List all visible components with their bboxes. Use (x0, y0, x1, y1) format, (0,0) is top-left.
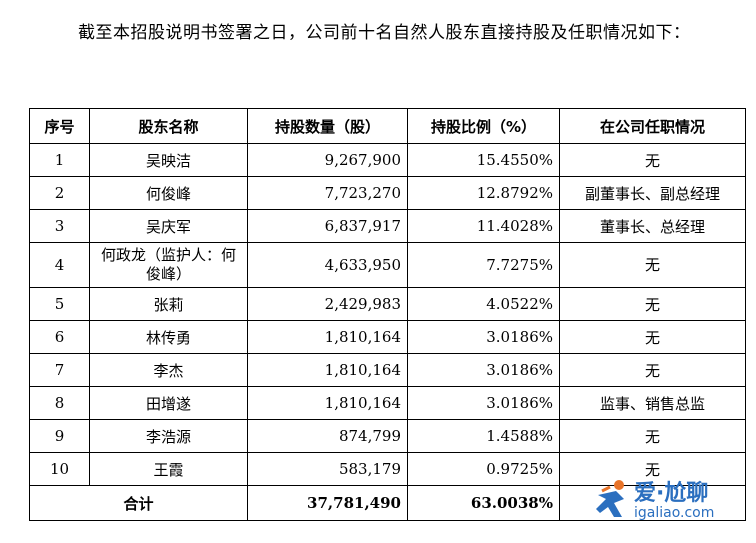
cell-ratio: 3.0186% (407, 386, 560, 420)
cell-ratio: 3.0186% (407, 320, 560, 354)
table-row: 2 何俊峰 7,723,270 12.8792% 副董事长、副总经理 (29, 176, 746, 210)
cell-quantity: 1,810,164 (247, 320, 408, 354)
watermark-text: 爱·尬聊 (634, 481, 709, 506)
cell-name: 何俊峰 (89, 176, 248, 210)
cell-quantity: 1,810,164 (247, 353, 408, 387)
table-row: 1 吴映洁 9,267,900 15.4550% 无 (29, 143, 746, 177)
total-position (559, 485, 746, 521)
cell-ratio: 3.0186% (407, 353, 560, 387)
cell-ratio: 4.0522% (407, 287, 560, 321)
table-row: 4 何政龙（监护人：何俊峰） 4,633,950 7.7275% 无 (29, 242, 746, 288)
cell-position: 无 (559, 353, 746, 387)
table-row: 10 王霞 583,179 0.9725% 无 (29, 452, 746, 486)
runner-logo-icon (596, 480, 624, 517)
table-row: 5 张莉 2,429,983 4.0522% 无 (29, 287, 746, 321)
cell-quantity: 9,267,900 (247, 143, 408, 177)
cell-index: 2 (29, 176, 90, 210)
cell-quantity: 6,837,917 (247, 209, 408, 243)
cell-name: 张莉 (89, 287, 248, 321)
cell-quantity: 583,179 (247, 452, 408, 486)
total-quantity: 37,781,490 (247, 485, 408, 521)
cell-index: 1 (29, 143, 90, 177)
cell-position: 副董事长、副总经理 (559, 176, 746, 210)
header-position: 在公司任职情况 (559, 108, 746, 144)
watermark-url: igaliao.com (634, 505, 715, 521)
cell-index: 3 (29, 209, 90, 243)
header-name: 股东名称 (89, 108, 248, 144)
cell-name: 田增遂 (89, 386, 248, 420)
total-ratio: 63.0038% (407, 485, 560, 521)
cell-name: 何政龙（监护人：何俊峰） (89, 242, 248, 288)
cell-quantity: 4,633,950 (247, 242, 408, 288)
cell-quantity: 874,799 (247, 419, 408, 453)
cell-ratio: 15.4550% (407, 143, 560, 177)
cell-index: 5 (29, 287, 90, 321)
cell-ratio: 11.4028% (407, 209, 560, 243)
cell-name: 吴映洁 (89, 143, 248, 177)
intro-paragraph: 截至本招股说明书签署之日，公司前十名自然人股东直接持股及任职情况如下： (78, 23, 691, 43)
cell-name: 王霞 (89, 452, 248, 486)
cell-ratio: 7.7275% (407, 242, 560, 288)
cell-position: 无 (559, 320, 746, 354)
cell-position: 无 (559, 452, 746, 486)
cell-position: 监事、销售总监 (559, 386, 746, 420)
total-label: 合计 (29, 485, 248, 521)
cell-index: 8 (29, 386, 90, 420)
table-row: 3 吴庆军 6,837,917 11.4028% 董事长、总经理 (29, 209, 746, 243)
table-row: 6 林传勇 1,810,164 3.0186% 无 (29, 320, 746, 354)
table-total-row: 合计 37,781,490 63.0038% (29, 485, 746, 521)
cell-position: 无 (559, 419, 746, 453)
table-row: 7 李杰 1,810,164 3.0186% 无 (29, 353, 746, 387)
cell-position: 无 (559, 287, 746, 321)
cell-ratio: 0.9725% (407, 452, 560, 486)
cell-ratio: 12.8792% (407, 176, 560, 210)
header-quantity: 持股数量（股） (247, 108, 408, 144)
cell-quantity: 7,723,270 (247, 176, 408, 210)
cell-name: 吴庆军 (89, 209, 248, 243)
cell-index: 4 (29, 242, 90, 288)
cell-quantity: 1,810,164 (247, 386, 408, 420)
cell-name: 林传勇 (89, 320, 248, 354)
cell-position: 董事长、总经理 (559, 209, 746, 243)
cell-index: 6 (29, 320, 90, 354)
table-row: 8 田增遂 1,810,164 3.0186% 监事、销售总监 (29, 386, 746, 420)
cell-name: 李浩源 (89, 419, 248, 453)
header-index: 序号 (29, 108, 90, 144)
table-row: 9 李浩源 874,799 1.4588% 无 (29, 419, 746, 453)
watermark: 爱·尬聊 igaliao.com (590, 471, 750, 531)
shareholder-table: 序号 股东名称 持股数量（股） 持股比例（%） 在公司任职情况 1 吴映洁 9,… (29, 108, 746, 521)
cell-position: 无 (559, 242, 746, 288)
cell-ratio: 1.4588% (407, 419, 560, 453)
cell-quantity: 2,429,983 (247, 287, 408, 321)
cell-name: 李杰 (89, 353, 248, 387)
header-ratio: 持股比例（%） (407, 108, 560, 144)
cell-index: 9 (29, 419, 90, 453)
table-header-row: 序号 股东名称 持股数量（股） 持股比例（%） 在公司任职情况 (29, 108, 746, 144)
cell-index: 7 (29, 353, 90, 387)
cell-position: 无 (559, 143, 746, 177)
cell-index: 10 (29, 452, 90, 486)
